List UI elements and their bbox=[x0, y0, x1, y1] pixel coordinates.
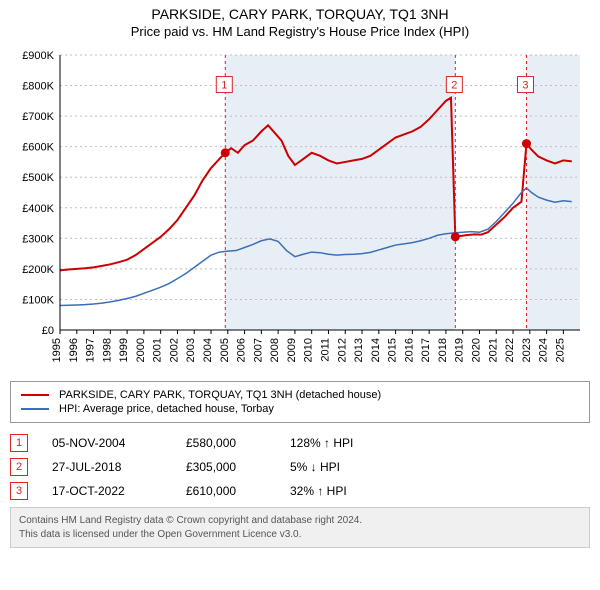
y-tick-label: £700K bbox=[22, 111, 54, 123]
x-tick-label: 2008 bbox=[269, 338, 281, 362]
tx-marker-dot bbox=[221, 148, 230, 157]
legend-box: PARKSIDE, CARY PARK, TORQUAY, TQ1 3NH (d… bbox=[10, 381, 590, 423]
tx-marker-dot bbox=[522, 139, 531, 148]
x-tick-label: 2004 bbox=[202, 338, 214, 362]
tx-badge: 3 bbox=[10, 482, 28, 500]
shaded-band bbox=[526, 55, 580, 330]
x-tick-label: 2014 bbox=[370, 338, 382, 362]
x-tick-label: 2016 bbox=[403, 338, 415, 362]
y-tick-label: £100K bbox=[22, 294, 54, 306]
x-tick-label: 1998 bbox=[101, 338, 113, 362]
chart-container: £0 £100K £200K £300K £400K £500K £600K £700K £80… bbox=[10, 45, 590, 375]
x-tick-label: 1997 bbox=[85, 338, 97, 362]
tx-date: 17-OCT-2022 bbox=[52, 484, 162, 498]
x-tick-label: 2000 bbox=[135, 338, 147, 362]
title-line1: PARKSIDE, CARY PARK, TORQUAY, TQ1 3NH bbox=[0, 6, 600, 22]
tx-date: 05-NOV-2004 bbox=[52, 436, 162, 450]
y-tick-label: £0 bbox=[42, 325, 54, 337]
tx-marker-dot bbox=[451, 232, 460, 241]
tx-price: £580,000 bbox=[186, 436, 266, 450]
x-tick-label: 2006 bbox=[236, 338, 248, 362]
x-tick-label: 2009 bbox=[286, 338, 298, 362]
legend-row: PARKSIDE, CARY PARK, TORQUAY, TQ1 3NH (d… bbox=[21, 388, 579, 402]
y-tick-label: £400K bbox=[22, 203, 54, 215]
x-tick-label: 2024 bbox=[538, 338, 550, 362]
tx-marker-number: 3 bbox=[522, 80, 528, 92]
tx-row: 2 27-JUL-2018 £305,000 5% ↓ HPI bbox=[10, 455, 590, 479]
x-tick-label: 1999 bbox=[118, 338, 130, 362]
x-tick-label: 1995 bbox=[51, 338, 63, 362]
y-tick-label: £200K bbox=[22, 264, 54, 276]
tx-marker-number: 1 bbox=[221, 80, 227, 92]
x-tick-label: 2003 bbox=[185, 338, 197, 362]
y-tick-label: £500K bbox=[22, 172, 54, 184]
x-tick-label: 2025 bbox=[554, 338, 566, 362]
footer-attribution: Contains HM Land Registry data © Crown c… bbox=[10, 507, 590, 548]
x-tick-label: 2007 bbox=[252, 338, 264, 362]
footer-line1: Contains HM Land Registry data © Crown c… bbox=[19, 514, 581, 528]
tx-badge: 1 bbox=[10, 434, 28, 452]
legend-swatch bbox=[21, 408, 49, 410]
price-chart: £0 £100K £200K £300K £400K £500K £600K £700K £80… bbox=[10, 45, 590, 375]
legend-label: HPI: Average price, detached house, Torb… bbox=[59, 403, 274, 415]
x-tick-label: 2001 bbox=[152, 338, 164, 362]
x-tick-label: 2010 bbox=[303, 338, 315, 362]
tx-date: 27-JUL-2018 bbox=[52, 460, 162, 474]
tx-price: £305,000 bbox=[186, 460, 266, 474]
tx-row: 1 05-NOV-2004 £580,000 128% ↑ HPI bbox=[10, 431, 590, 455]
x-tick-label: 2018 bbox=[437, 338, 449, 362]
x-tick-label: 2020 bbox=[470, 338, 482, 362]
x-tick-label: 2022 bbox=[504, 338, 516, 362]
title-block: PARKSIDE, CARY PARK, TORQUAY, TQ1 3NH Pr… bbox=[0, 0, 600, 41]
x-tick-label: 2012 bbox=[336, 338, 348, 362]
x-tick-label: 2017 bbox=[420, 338, 432, 362]
transactions-table: 1 05-NOV-2004 £580,000 128% ↑ HPI 2 27-JUL-20… bbox=[10, 431, 590, 503]
x-tick-label: 2019 bbox=[454, 338, 466, 362]
legend-label: PARKSIDE, CARY PARK, TORQUAY, TQ1 3NH (d… bbox=[59, 389, 381, 401]
y-tick-label: £900K bbox=[22, 50, 54, 62]
tx-pct: 128% ↑ HPI bbox=[290, 436, 410, 450]
tx-pct: 5% ↓ HPI bbox=[290, 460, 410, 474]
x-tick-label: 2015 bbox=[387, 338, 399, 362]
tx-row: 3 17-OCT-2022 £610,000 32% ↑ HPI bbox=[10, 479, 590, 503]
tx-pct: 32% ↑ HPI bbox=[290, 484, 410, 498]
legend-row: HPI: Average price, detached house, Torb… bbox=[21, 402, 579, 416]
x-tick-label: 2023 bbox=[521, 338, 533, 362]
x-tick-label: 2021 bbox=[487, 338, 499, 362]
x-tick-label: 2002 bbox=[168, 338, 180, 362]
y-tick-label: £800K bbox=[22, 81, 54, 93]
y-tick-label: £300K bbox=[22, 233, 54, 245]
title-line2: Price paid vs. HM Land Registry's House … bbox=[0, 22, 600, 39]
tx-marker-number: 2 bbox=[451, 80, 457, 92]
shaded-band bbox=[225, 55, 455, 330]
x-tick-label: 2011 bbox=[319, 338, 331, 362]
tx-price: £610,000 bbox=[186, 484, 266, 498]
x-tick-label: 2013 bbox=[353, 338, 365, 362]
legend-swatch bbox=[21, 394, 49, 396]
tx-badge: 2 bbox=[10, 458, 28, 476]
y-tick-label: £600K bbox=[22, 142, 54, 154]
x-tick-label: 1996 bbox=[68, 338, 80, 362]
x-tick-label: 2005 bbox=[219, 338, 231, 362]
footer-line2: This data is licensed under the Open Gov… bbox=[19, 528, 581, 542]
